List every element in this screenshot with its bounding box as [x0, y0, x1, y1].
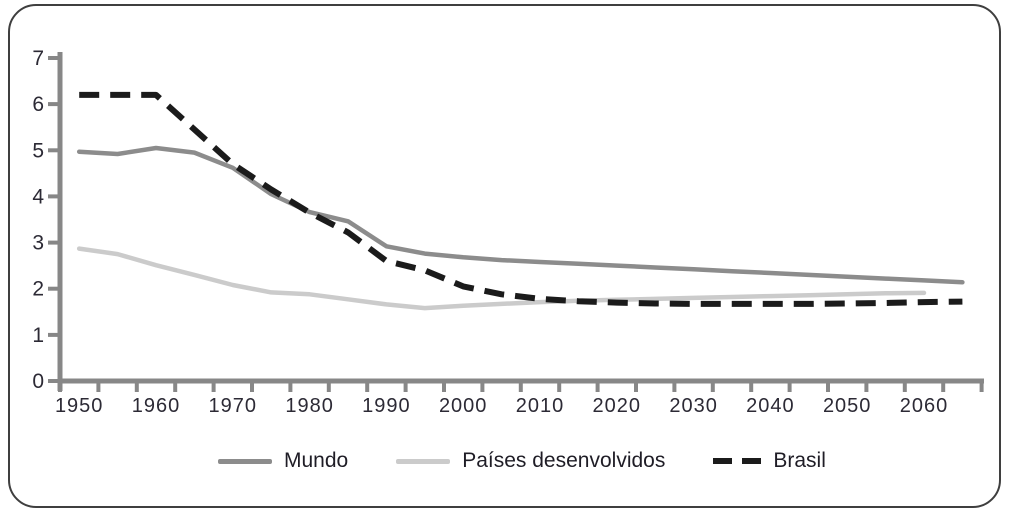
legend: Mundo Países desenvolvidos Brasil	[218, 449, 826, 473]
legend-label-brasil: Brasil	[773, 449, 826, 472]
y-tick-label: 6	[32, 93, 44, 116]
x-tick-label: 2020	[593, 395, 642, 417]
x-tick-label: 1960	[132, 395, 181, 417]
x-tick-label: 1990	[362, 395, 411, 417]
x-tick-label: 1970	[209, 395, 258, 417]
y-tick-label: 5	[32, 139, 44, 162]
y-tick-label: 0	[32, 370, 44, 393]
legend-item-mundo: Mundo	[218, 449, 348, 473]
y-tick-label: 7	[32, 47, 44, 70]
y-tick-label: 1	[32, 324, 44, 347]
legend-swatch-paises-desenvolvidos-line	[396, 458, 451, 464]
legend-item-brasil: Brasil	[713, 449, 826, 473]
x-tick-label: 2000	[439, 395, 488, 417]
legend-dash-segment	[742, 458, 762, 464]
legend-label-mundo: Mundo	[284, 449, 349, 472]
legend-swatch-brasil-dashed-line	[713, 458, 762, 464]
x-tick-label: 2040	[746, 395, 795, 417]
x-tick-label: 2030	[669, 395, 718, 417]
y-tick-label: 4	[32, 185, 44, 208]
y-tick-label: 3	[32, 232, 44, 255]
legend-dash-segment	[713, 458, 733, 464]
legend-item-paises-desenvolvidos: Países desenvolvidos	[396, 449, 665, 473]
x-tick-label: 1980	[285, 395, 334, 417]
x-tick-label: 2060	[900, 395, 949, 417]
x-tick-label: 2050	[823, 395, 872, 417]
legend-label-paises-desenvolvidos: Países desenvolvidos	[462, 449, 666, 472]
y-tick-label: 2	[32, 278, 44, 301]
series-line-paises-desenvolvidos	[76, 246, 927, 311]
series-line-mundo	[76, 145, 965, 285]
legend-swatch-mundo-line	[218, 458, 272, 464]
series-line-brasil	[79, 91, 963, 307]
x-tick-label: 2010	[516, 395, 565, 417]
figure-frame	[8, 4, 1001, 508]
x-tick-label: 1950	[55, 395, 104, 417]
